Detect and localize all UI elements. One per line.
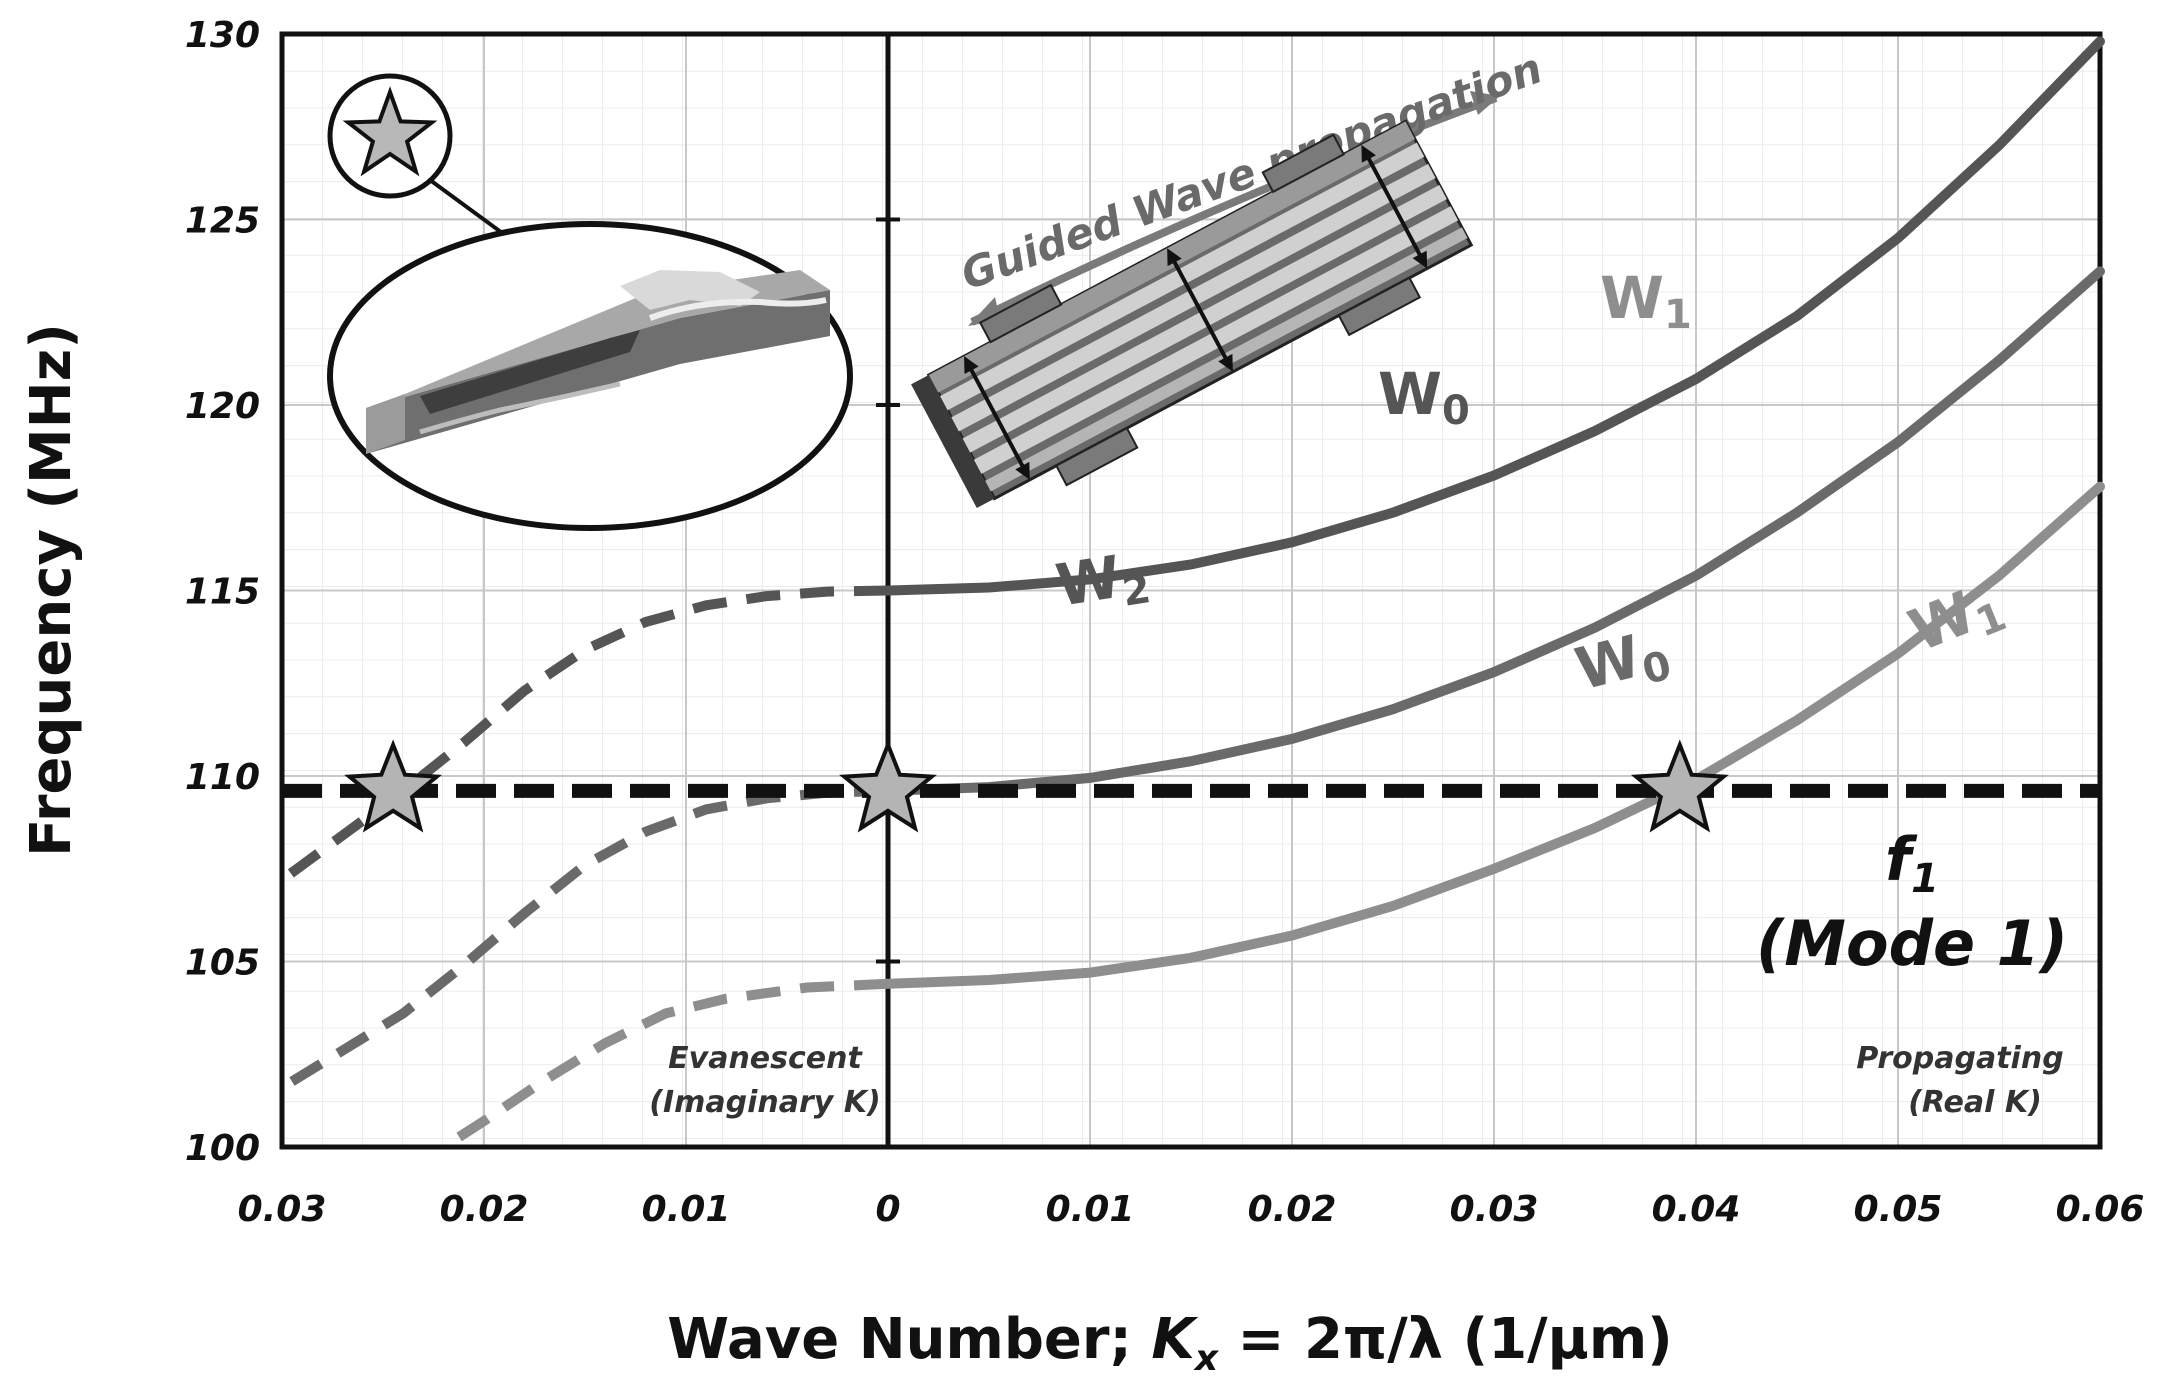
region-label-propagating: Propagating	[1856, 1041, 2063, 1076]
intersection-star-marker	[344, 739, 442, 833]
mode-shape-3d-icon	[366, 270, 830, 454]
y-axis-title: Frequency (MHz)	[19, 323, 84, 857]
curve-label-w2: W2	[1052, 538, 1154, 625]
curve-label-w0: W0	[1569, 615, 1676, 709]
inset-w1-label: W1	[1600, 264, 1692, 338]
y-tick-label: 125	[185, 201, 260, 242]
y-tick-label: 120	[185, 386, 260, 427]
region-label-real-k: (Real K)	[1908, 1085, 2042, 1120]
mode-shape-inset	[327, 73, 853, 531]
x-tick-label: 0.02	[1248, 1189, 1337, 1230]
series-w1-propagating	[883, 481, 2105, 989]
series-w2-propagating	[883, 36, 2105, 596]
x-tick-label: 0.01	[642, 1189, 731, 1230]
x-tick-label: 0.05	[1854, 1189, 1943, 1230]
ref-label-mode: (Mode 1)	[1756, 907, 2068, 980]
y-tick-label: 100	[185, 1128, 260, 1169]
marker-layer	[344, 739, 1729, 833]
ref-label-sub: 1	[1911, 856, 1939, 902]
x-tick-label: 0.03	[238, 1189, 327, 1230]
series-w0-propagating	[883, 266, 2105, 796]
reference-annotation: f1 (Mode 1)	[1756, 825, 2068, 980]
x-tick-label: 0	[875, 1189, 900, 1230]
x-tick-label: 0.02	[440, 1189, 529, 1230]
intersection-star-marker	[1630, 739, 1729, 833]
guided-wave-arrow-icon	[968, 91, 1500, 326]
tick-labels: 0.03 0.02 0.01 0 0.01 0.02 0.03 0.04 0.05 0.06 100…	[185, 15, 2145, 1230]
y-tick-label: 115	[185, 572, 260, 613]
y-tick-label: 130	[185, 15, 260, 56]
region-label-evanescent: Evanescent	[668, 1041, 863, 1076]
inset-w0-label: W0	[1378, 360, 1470, 434]
callout-star-icon	[342, 86, 438, 177]
x-tick-label: 0.04	[1652, 1189, 1741, 1230]
y-tick-label: 105	[185, 943, 260, 984]
y-tick-label: 110	[185, 757, 260, 798]
x-tick-label: 0.01	[1046, 1189, 1135, 1230]
x-tick-label: 0.06	[2056, 1189, 2145, 1230]
transducer-3d-icon	[911, 119, 1474, 508]
intersection-star-marker	[839, 739, 937, 833]
x-tick-label: 0.03	[1450, 1189, 1539, 1230]
plot-frame	[279, 31, 2103, 1150]
x-axis-title: Wave Number; Kx = 2π/λ (1/μm)	[667, 1307, 1673, 1379]
region-label-imaginary-k: (Imaginary K)	[649, 1085, 881, 1120]
